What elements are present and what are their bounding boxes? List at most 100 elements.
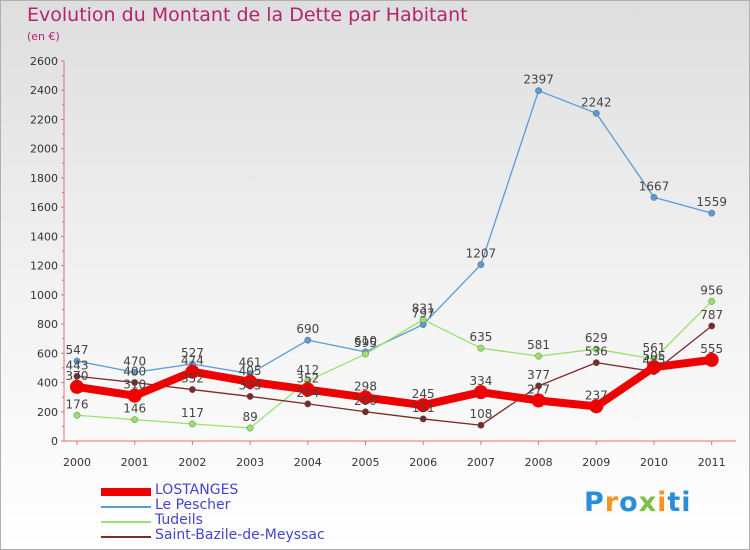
y-tick-label: 600: [37, 347, 58, 360]
data-label-lostanges: 474: [181, 354, 204, 368]
data-point-saint-bazile-de-meyssac: [477, 421, 485, 429]
data-label-tudeils: 176: [66, 397, 89, 411]
y-tick-label: 400: [37, 377, 58, 390]
logo-letter: x: [638, 487, 658, 518]
data-label-le-pescher: 547: [66, 343, 89, 357]
data-label-le-pescher: 470: [123, 354, 146, 368]
chart-legend: LOSTANGES Le Pescher Tudeils Saint-Bazil…: [101, 482, 401, 545]
data-point-tudeils: [246, 424, 254, 432]
data-label-tudeils: 581: [527, 338, 550, 352]
legend-label-le-pescher: Le Pescher: [155, 497, 231, 513]
y-tick-label: 1600: [30, 201, 58, 214]
legend-swatch-le-pescher: [101, 506, 151, 508]
data-point-tudeils: [131, 416, 139, 424]
data-point-tudeils: [477, 344, 485, 352]
y-tick-label: 0: [51, 435, 58, 448]
data-label-lostanges: 277: [527, 383, 550, 397]
data-point-le-pescher: [131, 368, 139, 376]
data-label-tudeils: 89: [242, 410, 257, 424]
x-tick-label: 2002: [178, 456, 206, 469]
data-label-lostanges: 245: [412, 387, 435, 401]
x-tick-label: 2004: [294, 456, 322, 469]
data-label-saint-bazile-de-meyssac: 400: [123, 365, 146, 379]
legend-swatch-saint-bazile: [101, 536, 151, 538]
legend-item-saint-bazile: Saint-Bazile-de-Meyssac: [101, 527, 401, 545]
data-label-lostanges: 555: [700, 342, 723, 356]
data-label-lostanges: 370: [66, 369, 89, 383]
data-label-le-pescher: 610: [354, 334, 377, 348]
data-label-le-pescher: 461: [239, 356, 262, 370]
data-label-tudeils: 629: [585, 331, 608, 345]
x-tick-label: 2008: [525, 456, 553, 469]
series-line-tudeils: [76, 300, 713, 429]
data-label-saint-bazile-de-meyssac: 305: [239, 378, 262, 392]
data-point-tudeils: [592, 345, 600, 353]
logo-letter: r: [604, 487, 620, 518]
data-label-le-pescher: 1667: [639, 179, 670, 193]
y-tick-label: 200: [37, 406, 58, 419]
y-tick-label: 1400: [30, 230, 58, 243]
data-point-le-pescher: [535, 87, 542, 95]
data-point-lostanges: [300, 382, 315, 397]
data-label-saint-bazile-de-meyssac: 352: [181, 372, 204, 386]
data-point-saint-bazile-de-meyssac: [362, 408, 369, 416]
data-point-tudeils: [73, 411, 81, 419]
data-point-le-pescher: [73, 357, 81, 365]
data-point-lostanges: [243, 374, 258, 389]
data-label-tudeils: 146: [123, 402, 146, 416]
data-point-saint-bazile-de-meyssac: [419, 415, 427, 423]
data-point-lostanges: [127, 388, 142, 403]
legend-item-lostanges: LOSTANGES: [101, 482, 401, 500]
y-tick-label: 2400: [30, 84, 58, 97]
data-label-le-pescher: 690: [296, 322, 319, 336]
legend-label-lostanges: LOSTANGES: [155, 482, 239, 498]
data-label-saint-bazile-de-meyssac: 108: [469, 407, 492, 421]
data-point-saint-bazile-de-meyssac: [246, 393, 254, 400]
legend-item-tudeils: Tudeils: [101, 512, 401, 530]
data-point-saint-bazile-de-meyssac: [592, 359, 600, 367]
logo-letter: t: [667, 487, 682, 518]
data-point-le-pescher: [477, 261, 485, 268]
data-point-saint-bazile-de-meyssac: [188, 386, 196, 393]
series-line-le-pescher: [76, 90, 713, 375]
data-label-tudeils: 412: [296, 363, 319, 377]
data-point-lostanges: [589, 399, 604, 414]
y-tick-label: 2000: [30, 143, 58, 156]
x-tick-label: 2006: [409, 456, 437, 469]
legend-label-tudeils: Tudeils: [155, 512, 203, 528]
data-label-saint-bazile-de-meyssac: 200: [354, 394, 377, 408]
data-label-saint-bazile-de-meyssac: 443: [66, 358, 89, 372]
data-point-lostanges: [473, 385, 488, 400]
y-tick-label: 2600: [30, 55, 58, 68]
data-label-lostanges: 298: [354, 379, 377, 393]
data-label-lostanges: 237: [585, 388, 608, 402]
data-label-saint-bazile-de-meyssac: 254: [296, 386, 319, 400]
x-tick-label: 2001: [121, 456, 149, 469]
logo-letter: i: [657, 487, 668, 518]
x-tick-label: 2003: [236, 456, 264, 469]
data-point-saint-bazile-de-meyssac: [535, 382, 542, 390]
data-label-le-pescher: 2397: [523, 73, 554, 87]
x-tick-label: 2000: [63, 456, 91, 469]
data-point-le-pescher: [304, 336, 312, 344]
logo-letter: P: [584, 487, 605, 518]
data-label-saint-bazile-de-meyssac: 475: [643, 354, 666, 368]
data-label-lostanges: 405: [239, 364, 262, 378]
data-label-tudeils: 117: [181, 406, 204, 420]
proxiti-logo: Proxiti: [584, 487, 692, 518]
data-label-tudeils: 595: [354, 336, 377, 350]
legend-swatch-tudeils: [101, 521, 151, 523]
x-tick-label: 2007: [467, 456, 495, 469]
data-label-tudeils: 561: [643, 341, 666, 355]
data-label-lostanges: 505: [643, 349, 666, 363]
data-point-le-pescher: [592, 109, 600, 117]
data-point-saint-bazile-de-meyssac: [131, 379, 139, 386]
x-tick-label: 2009: [582, 456, 610, 469]
data-point-lostanges: [70, 379, 84, 394]
data-point-lostanges: [704, 352, 719, 367]
data-point-tudeils: [708, 297, 716, 305]
series-line-saint-bazile-de-meyssac: [76, 325, 713, 426]
data-label-saint-bazile-de-meyssac: 151: [412, 401, 435, 415]
logo-letter: o: [619, 487, 639, 518]
